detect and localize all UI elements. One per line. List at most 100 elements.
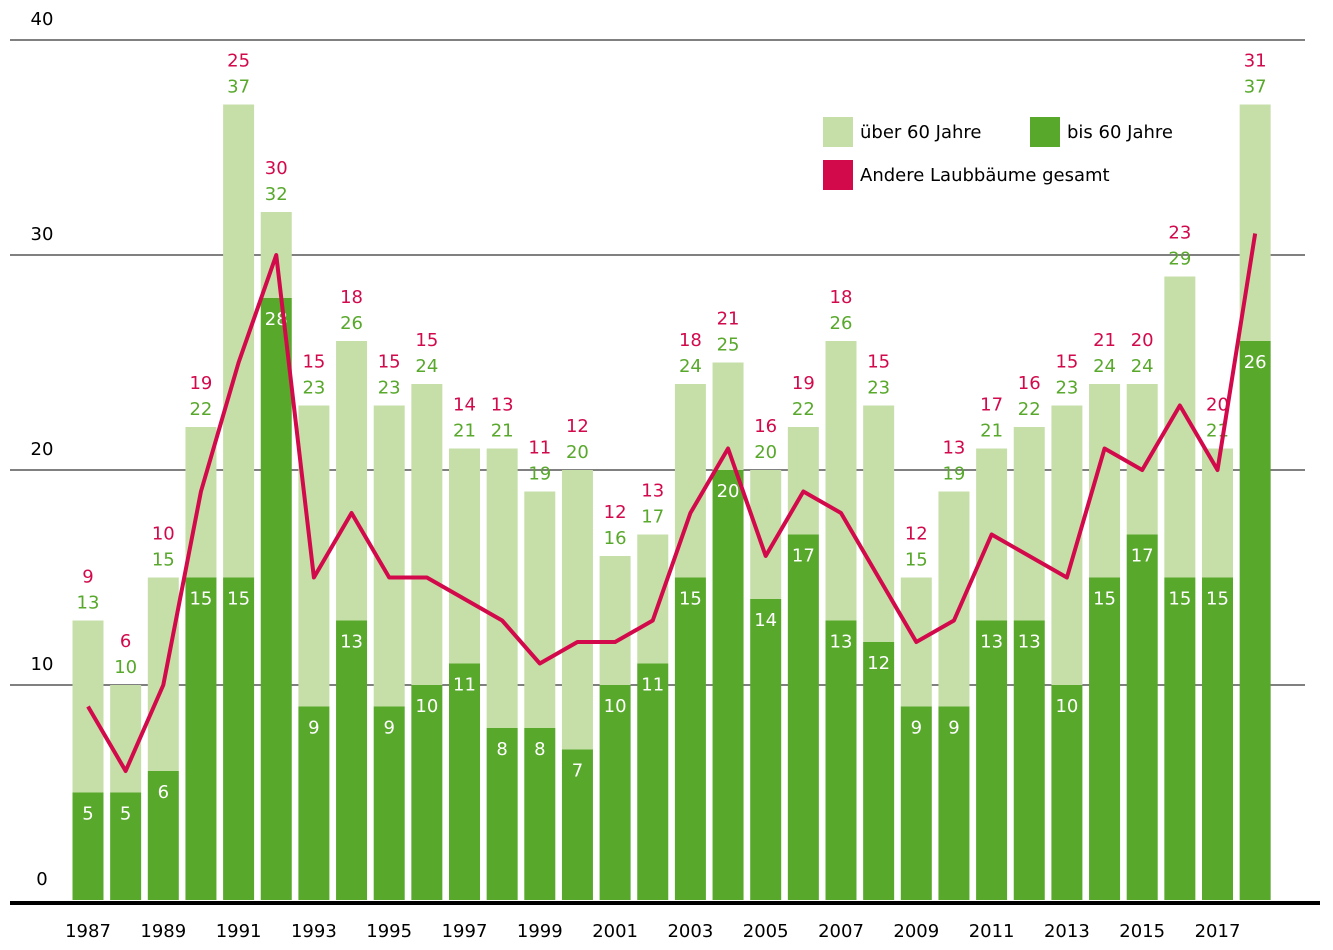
bar-value-label: 10 <box>415 696 438 717</box>
total-label: 20 <box>566 442 589 463</box>
bar-segment <box>637 534 669 664</box>
bar-value-label: 14 <box>754 610 777 631</box>
x-tick-label: 1987 <box>65 921 111 942</box>
bar-segment <box>524 491 556 728</box>
x-tick-label: 1997 <box>442 921 488 942</box>
y-tick-label: 20 <box>31 439 54 460</box>
line-value-label: 17 <box>980 395 1003 416</box>
total-label: 37 <box>1244 77 1267 98</box>
bar-segment <box>336 341 368 621</box>
bar-segment <box>298 706 330 900</box>
bar-segment <box>1013 427 1045 621</box>
bar-value-label: 13 <box>340 632 363 653</box>
total-label: 16 <box>604 528 627 549</box>
legend-swatch <box>823 160 853 190</box>
total-label: 26 <box>340 313 363 334</box>
bar-value-label: 17 <box>792 546 815 567</box>
total-label: 22 <box>1018 399 1041 420</box>
bar-segment <box>1051 685 1083 900</box>
line-value-label: 25 <box>227 51 250 72</box>
line-value-label: 16 <box>754 416 777 437</box>
bar-value-label: 13 <box>980 632 1003 653</box>
bar-value-label: 20 <box>717 481 740 502</box>
x-tick-label: 2007 <box>818 921 864 942</box>
total-label: 19 <box>528 464 551 485</box>
line-value-label: 21 <box>717 309 740 330</box>
line-value-label: 15 <box>415 330 438 351</box>
total-label: 19 <box>942 464 965 485</box>
bar-segment <box>72 792 104 900</box>
x-tick-label: 1993 <box>291 921 337 942</box>
bar-segment <box>223 104 255 578</box>
bar-segment <box>110 685 142 793</box>
bar-value-label: 15 <box>1168 589 1191 610</box>
line-value-label: 23 <box>1168 223 1191 244</box>
line-value-label: 18 <box>679 330 702 351</box>
x-tick-label: 2013 <box>1044 921 1090 942</box>
total-label: 21 <box>980 421 1003 442</box>
line-value-label: 19 <box>189 373 212 394</box>
bar-segment <box>863 642 895 900</box>
line-value-label: 20 <box>1206 395 1229 416</box>
bar-segment <box>825 341 857 621</box>
bar-segment <box>147 577 179 771</box>
bar-value-label: 15 <box>1206 589 1229 610</box>
line-value-label: 13 <box>942 438 965 459</box>
bar-segment <box>449 663 480 900</box>
x-tick-label: 2005 <box>743 921 789 942</box>
total-label: 13 <box>77 593 100 614</box>
y-tick-label: 0 <box>36 869 47 890</box>
line-value-label: 12 <box>566 416 589 437</box>
bar-segment <box>674 577 706 900</box>
bar-value-label: 9 <box>383 718 394 739</box>
bar-segment <box>1164 577 1196 900</box>
line-value-label: 10 <box>152 524 175 545</box>
bar-segment <box>449 448 480 664</box>
total-label: 21 <box>491 421 514 442</box>
x-tick-label: 1995 <box>366 921 412 942</box>
total-label: 10 <box>114 657 137 678</box>
total-label: 17 <box>641 507 664 528</box>
bar-value-label: 9 <box>911 718 922 739</box>
bar-value-label: 15 <box>189 589 212 610</box>
y-tick-label: 10 <box>31 654 54 675</box>
total-label: 22 <box>792 399 815 420</box>
line-value-label: 15 <box>378 352 401 373</box>
bar-segment <box>486 448 518 728</box>
legend-swatch <box>1030 117 1060 147</box>
bar-value-label: 15 <box>679 589 702 610</box>
bar-value-label: 17 <box>1131 546 1154 567</box>
bar-segment <box>1239 341 1271 900</box>
bar-value-label: 9 <box>948 718 959 739</box>
total-label: 23 <box>1055 378 1078 399</box>
bar-segment <box>787 534 819 900</box>
total-label: 24 <box>679 356 702 377</box>
bar-value-label: 26 <box>1244 352 1267 373</box>
line-value-label: 12 <box>905 524 928 545</box>
line-value-label: 11 <box>528 438 551 459</box>
bar-value-label: 7 <box>572 761 583 782</box>
total-label: 26 <box>830 313 853 334</box>
line-value-label: 15 <box>302 352 325 373</box>
bar-segment <box>863 405 895 642</box>
total-label: 24 <box>415 356 438 377</box>
bar-value-label: 6 <box>158 782 169 803</box>
bar-value-label: 13 <box>830 632 853 653</box>
total-label: 29 <box>1168 249 1191 270</box>
bar-segment <box>1089 577 1121 900</box>
bar-segment <box>712 470 744 900</box>
bar-value-label: 12 <box>867 653 890 674</box>
bar-segment <box>561 470 593 750</box>
bar-segment <box>976 620 1008 900</box>
total-label: 20 <box>754 442 777 463</box>
bar-segment <box>1202 577 1233 900</box>
legend-swatch <box>823 117 853 147</box>
bar-value-label: 15 <box>1093 589 1116 610</box>
bar-segment <box>900 706 932 900</box>
x-tick-label: 2001 <box>592 921 638 942</box>
bar-value-label: 5 <box>82 804 93 825</box>
bar-value-label: 8 <box>496 739 507 760</box>
total-label: 23 <box>867 378 890 399</box>
total-label: 15 <box>905 550 928 571</box>
bar-segment <box>411 685 443 900</box>
